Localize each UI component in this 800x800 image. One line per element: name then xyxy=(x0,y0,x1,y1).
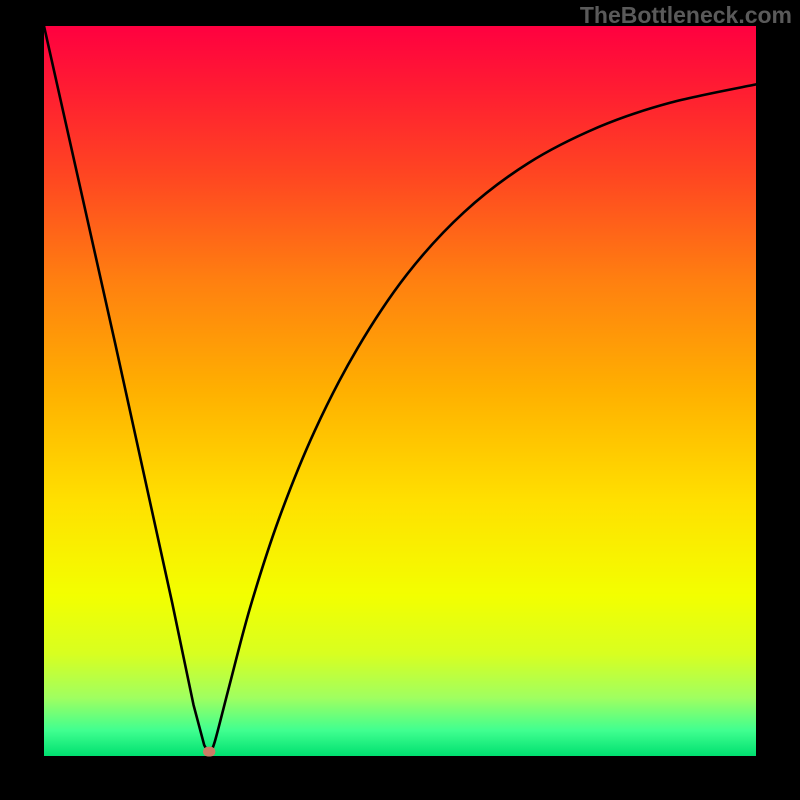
plot-background xyxy=(44,26,756,756)
minimum-marker xyxy=(203,747,214,756)
chart-frame: TheBottleneck.com xyxy=(0,0,800,800)
chart-svg xyxy=(0,0,800,800)
